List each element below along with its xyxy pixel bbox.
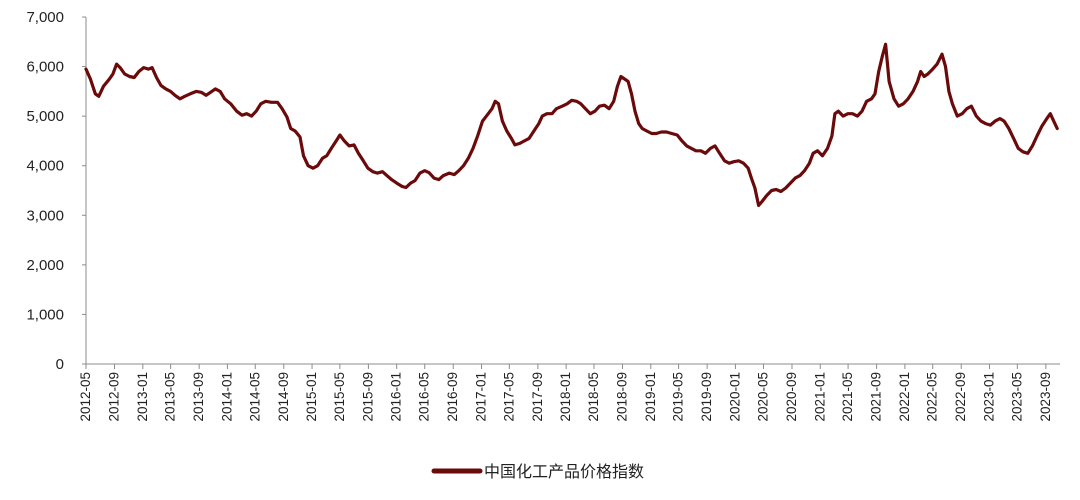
y-tick-label: 3,000 xyxy=(26,207,64,224)
y-axis: 0 1,000 2,000 3,000 4,000 5,000 6,000 7,000 xyxy=(26,9,87,373)
x-tick-label: 2014-05 xyxy=(247,372,262,422)
x-tick-label: 2023-01 xyxy=(982,372,997,422)
x-tick-label: 2019-09 xyxy=(699,372,714,422)
x-tick-label: 2022-01 xyxy=(897,372,912,422)
x-tick-label: 2023-09 xyxy=(1038,372,1053,422)
x-tick-label: 2019-05 xyxy=(671,372,686,422)
x-tick-label: 2020-05 xyxy=(755,372,770,422)
x-tick-label: 2014-01 xyxy=(219,372,234,422)
x-tick-label: 2013-09 xyxy=(191,372,206,422)
plot-area xyxy=(84,42,1059,207)
series-line xyxy=(84,42,1059,207)
x-tick-label: 2016-09 xyxy=(445,372,460,422)
x-tick-label: 2021-01 xyxy=(812,372,827,422)
x-tick-label: 2022-05 xyxy=(925,372,940,422)
y-tick-label: 6,000 xyxy=(26,59,64,76)
x-tick-label: 2021-09 xyxy=(869,372,884,422)
y-tick-label: 2,000 xyxy=(26,257,64,274)
x-tick-label: 2012-09 xyxy=(107,372,122,422)
x-tick-label: 2018-09 xyxy=(614,372,629,422)
y-tick-label: 4,000 xyxy=(26,158,64,175)
x-tick-label: 2018-01 xyxy=(558,372,573,422)
legend: 中国化工产品价格指数 xyxy=(431,463,644,481)
x-tick-label: 2017-09 xyxy=(530,372,545,422)
x-tick-label: 2017-05 xyxy=(501,372,516,422)
legend-label: 中国化工产品价格指数 xyxy=(484,463,644,481)
x-tick-label: 2016-05 xyxy=(417,372,432,422)
y-tick-label: 5,000 xyxy=(26,108,64,125)
y-tick-label: 7,000 xyxy=(26,9,64,26)
x-tick-label: 2016-01 xyxy=(389,372,404,422)
x-tick-label: 2023-05 xyxy=(1009,372,1024,422)
x-tick-label: 2015-05 xyxy=(332,372,347,422)
x-tick-label: 2014-09 xyxy=(276,372,291,422)
x-tick-label: 2015-09 xyxy=(360,372,375,422)
x-tick-label: 2013-05 xyxy=(163,372,178,422)
y-tick-label: 1,000 xyxy=(26,306,64,323)
x-tick-label: 2019-01 xyxy=(643,372,658,422)
y-tick-label: 0 xyxy=(56,356,64,373)
x-tick-label: 2012-05 xyxy=(78,372,93,422)
x-axis: 2012-05 2012-09 2013-01 2013-05 2013-09 2014-… xyxy=(78,363,1060,422)
x-tick-label: 2021-05 xyxy=(840,372,855,422)
x-tick-label: 2020-09 xyxy=(784,372,799,422)
x-tick-label: 2017-01 xyxy=(474,372,489,422)
x-tick-label: 2013-01 xyxy=(135,372,150,422)
x-tick-label: 2015-01 xyxy=(304,372,319,422)
x-tick-label: 2020-01 xyxy=(727,372,742,422)
x-tick-label: 2022-09 xyxy=(953,372,968,422)
x-tick-label: 2018-05 xyxy=(586,372,601,422)
